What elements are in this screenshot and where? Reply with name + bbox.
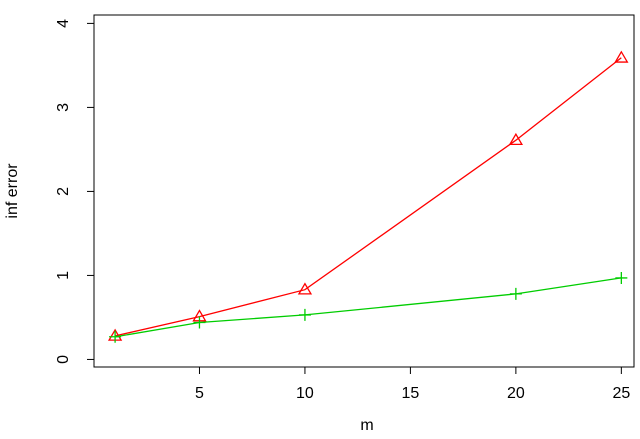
y-tick-label: 2 xyxy=(55,187,72,196)
plus-point xyxy=(298,308,311,321)
x-tick-label: 20 xyxy=(507,385,525,402)
x-axis: 5 10 15 20 25 xyxy=(195,366,630,402)
series-1-line xyxy=(114,57,622,337)
y-tick-label: 0 xyxy=(55,355,72,364)
plus-point xyxy=(109,330,122,343)
plus-point xyxy=(615,271,628,284)
plus-point xyxy=(509,287,522,300)
x-tick-label: 10 xyxy=(296,385,314,402)
x-axis-title: m xyxy=(360,417,373,434)
y-tick-label: 3 xyxy=(55,103,72,112)
x-tick-label: 5 xyxy=(195,385,204,402)
series-layer xyxy=(107,50,629,343)
plot-frame xyxy=(93,14,635,368)
triangle-point xyxy=(508,132,524,146)
plus-point xyxy=(193,316,206,329)
triangle-point xyxy=(297,282,313,295)
y-axis: 0 1 2 3 4 xyxy=(55,19,95,364)
triangle-point xyxy=(614,50,629,63)
x-tick-label: 15 xyxy=(402,385,420,402)
y-tick-label: 1 xyxy=(55,271,72,280)
y-tick-label: 4 xyxy=(55,19,72,28)
series-2-line xyxy=(114,277,622,338)
y-axis-title: inf error xyxy=(4,163,21,219)
x-tick-label: 25 xyxy=(612,385,630,402)
